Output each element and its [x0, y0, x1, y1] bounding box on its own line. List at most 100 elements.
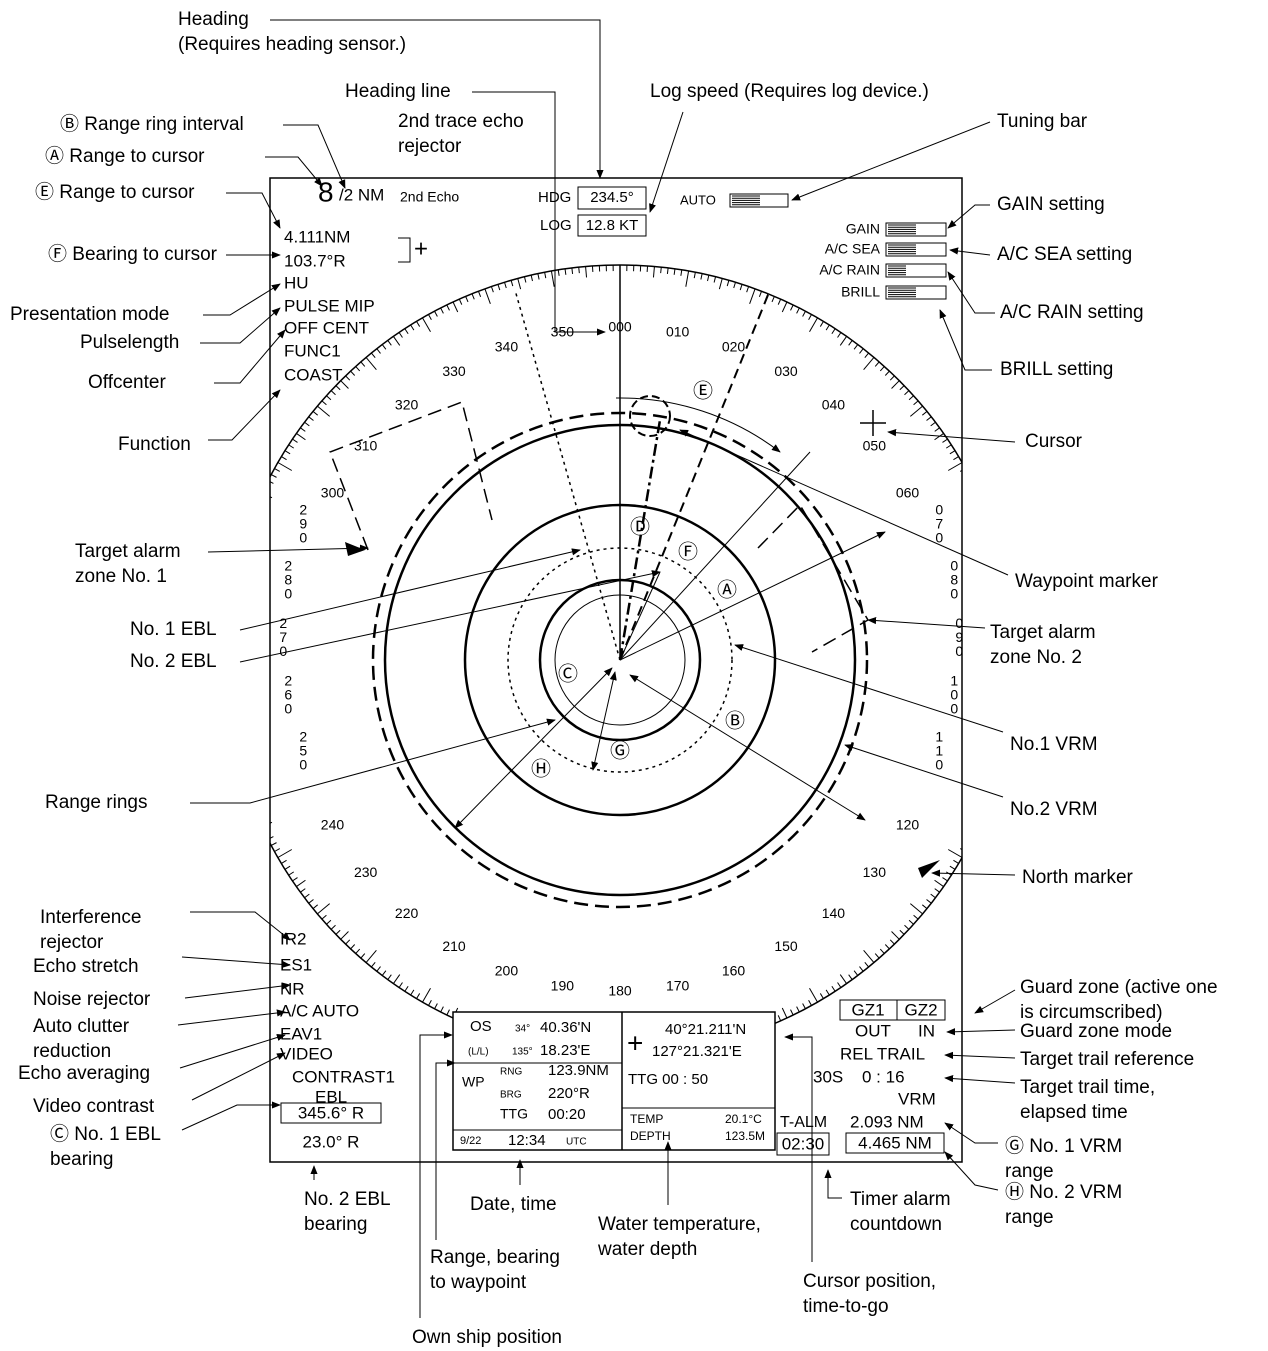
bearing-tick: [271, 474, 277, 478]
bearing-tick: [242, 774, 248, 776]
bearing-tick: [991, 759, 1002, 762]
cursor-symbol: +: [414, 235, 428, 262]
bearing-tick: [296, 879, 306, 887]
callout-leader: [283, 124, 346, 189]
bearing-tick: [504, 282, 507, 289]
cursor-range-arc: [615, 397, 781, 453]
bearing-tick: [308, 899, 314, 904]
target-alarm-zone-1: [329, 401, 493, 551]
hdg-box: [577, 186, 647, 210]
bearing-tick: [523, 276, 527, 283]
radar-picture: 000 010 020 030 040 050 060 070 080 090 100 110 120 1…: [227, 264, 1012, 1056]
bearing-tick: [899, 385, 905, 391]
callout-leader: [208, 389, 281, 441]
bearing-label: 300: [321, 485, 345, 501]
callout-label: No. 1 EBL: [130, 619, 217, 640]
bearing-label: 070: [931, 501, 947, 543]
bearing-tick: [673, 268, 676, 275]
callout-label: rejector: [398, 136, 462, 157]
bearing-tick: [244, 780, 250, 782]
callout-leader: [734, 644, 1004, 733]
bearing-label: 250: [295, 729, 311, 771]
bearing-tick: [387, 340, 392, 346]
setting-label: BRILL: [841, 284, 880, 300]
bearing-tick: [578, 267, 580, 274]
bearing-tick: [259, 499, 264, 501]
callout-label: bearing: [50, 1149, 113, 1170]
bearing-tick: [808, 999, 812, 1006]
bearing-tick: [758, 291, 763, 298]
callout-leader: [184, 982, 291, 999]
circled-marker: Ⓒ: [558, 662, 578, 685]
screen-text: TTG 00 : 50: [628, 1071, 708, 1088]
callout-label: Ⓔ Range to cursor: [35, 181, 195, 203]
screen-text: TTG: [500, 1106, 528, 1122]
bearing-tick: [231, 591, 247, 594]
bearing-tick: [997, 564, 1003, 565]
callout-label: No. 2 EBL: [304, 1189, 391, 1210]
callout-label: No. 2 EBL: [130, 651, 217, 672]
bearing-tick: [994, 767, 1000, 769]
bearing-tick: [230, 721, 236, 722]
bearing-tick: [889, 939, 895, 945]
callout-label: Ⓖ No. 1 VRM: [1005, 1135, 1122, 1157]
bearing-tick: [808, 314, 812, 321]
callout-label: Date, time: [470, 1194, 557, 1215]
screen-text: OS: [470, 1018, 492, 1035]
screen-text: DEPTH: [630, 1129, 671, 1143]
bearing-tick: [991, 558, 1002, 561]
bearing-label: 060: [896, 485, 920, 501]
bearing-tick: [765, 293, 769, 300]
screen-text: T-ALM: [780, 1114, 827, 1131]
callout-label: North marker: [1022, 867, 1134, 888]
bearing-tick: [277, 849, 293, 858]
bearing-label: 160: [722, 963, 746, 979]
bearing-label: 270: [275, 615, 291, 657]
callout-label: Presentation mode: [10, 304, 170, 325]
bearing-tick: [271, 842, 277, 846]
mode-label: HU: [284, 273, 309, 292]
bearing-tick: [237, 754, 243, 755]
callout-label: Target alarm: [990, 622, 1096, 643]
callout-label: Guard zone mode: [1020, 1021, 1172, 1042]
bearing-tick: [428, 999, 432, 1006]
bearing-tick: [235, 571, 241, 572]
callout-label: Ⓒ No. 1 EBL: [50, 1123, 161, 1145]
bearing-tick: [874, 361, 880, 367]
callout-label: GAIN setting: [997, 194, 1105, 215]
bearing-tick: [864, 961, 869, 968]
bearing-tick: [227, 619, 233, 620]
bearing-tick: [585, 266, 588, 278]
bearing-tick: [947, 462, 962, 471]
bearing-tick: [234, 578, 240, 579]
bearing-tick: [1006, 612, 1012, 613]
bearing-tick: [242, 545, 248, 547]
callout-label: Heading line: [345, 81, 451, 102]
bearing-tick: [259, 818, 264, 820]
bearing-tick: [326, 919, 332, 925]
bearing-tick: [837, 332, 842, 338]
bearing-tick: [254, 512, 260, 514]
callout-label: Log speed (Requires log device.): [650, 81, 929, 102]
bearing-tick: [371, 352, 376, 359]
bearing-tick: [945, 444, 952, 449]
bearing-tick: [913, 914, 919, 920]
bearing-tick: [967, 481, 972, 484]
bearing-tick: [256, 506, 262, 508]
bearing-tick: [229, 605, 235, 606]
bearing-tick: [281, 859, 287, 864]
callout-label: Ⓐ Range to cursor: [45, 145, 205, 167]
screen-text: TEMP: [630, 1112, 663, 1126]
callout-label: Ⓕ Bearing to cursor: [48, 243, 218, 265]
bearing-tick: [340, 931, 349, 940]
bearing-tick: [942, 877, 948, 882]
bearing-tick: [510, 280, 514, 287]
screen-text: 12:34: [508, 1132, 546, 1149]
callout-label: Range rings: [45, 792, 147, 813]
callout-leader: [949, 247, 991, 256]
bearing-tick: [863, 950, 875, 963]
callout-label: 2nd trace echo: [398, 111, 524, 132]
bearing-tick: [544, 272, 547, 279]
bearing-tick: [355, 366, 361, 372]
bearing-tick: [452, 301, 459, 313]
